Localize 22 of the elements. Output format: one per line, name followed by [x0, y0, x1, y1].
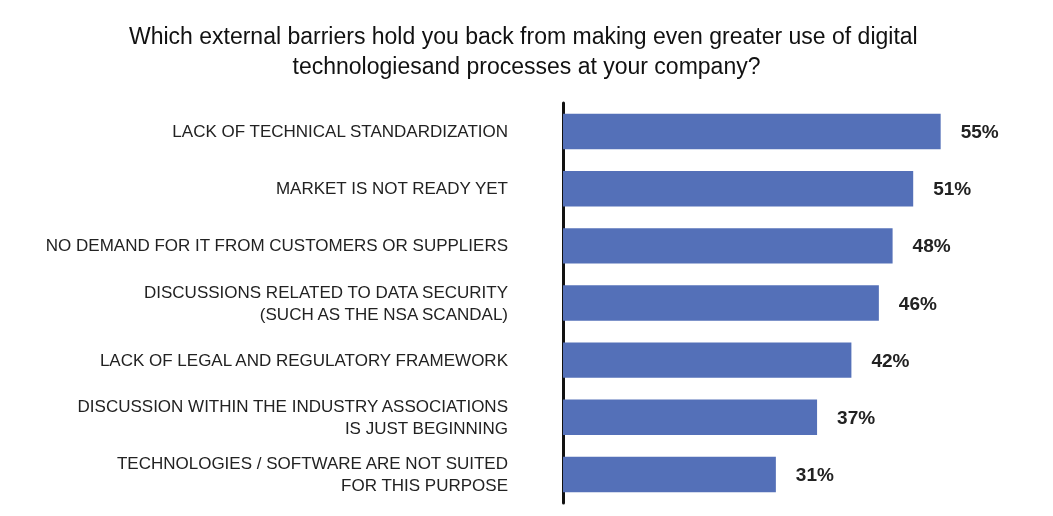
bar — [563, 399, 818, 435]
y-tick-label: TECHNOLOGIES / SOFTWARE ARE NOT SUITED FOR THIS PURPOSE — [116, 453, 508, 495]
bar — [563, 285, 879, 321]
bar — [563, 456, 776, 493]
y-tick-label: LACK OF TECHNICAL STANDARDIZATION — [172, 122, 508, 142]
bar — [563, 171, 914, 207]
data-label: 31% — [795, 463, 834, 485]
data-label: 51% — [933, 178, 972, 200]
data-label: 48% — [912, 235, 951, 257]
chart-title: Which external barriers hold you back from making even greater use of digital technologiesand processes at your company? — [128, 23, 925, 79]
data-label: 37% — [837, 406, 876, 428]
bar — [563, 342, 852, 378]
data-label: 46% — [898, 292, 937, 314]
data-label: 55% — [960, 121, 999, 143]
y-tick-label: DISCUSSION WITHIN THE INDUSTRY ASSOCIATIONS IS JUST BEGINNING — [77, 396, 508, 438]
y-tick-label: NO DEMAND FOR IT FROM CUSTOMERS OR SUPPLIERS — [45, 236, 508, 256]
data-label: 42% — [871, 349, 910, 371]
bar — [563, 113, 941, 150]
y-tick-label: DISCUSSIONS RELATED TO DATA SECURITY (SUCH AS THE NSA SCANDAL) — [144, 282, 508, 324]
bar — [563, 228, 893, 264]
y-tick-label: MARKET IS NOT READY YET — [275, 179, 508, 199]
y-tick-label: LACK OF LEGAL AND REGULATORY FRAMEWORK — [99, 350, 509, 370]
